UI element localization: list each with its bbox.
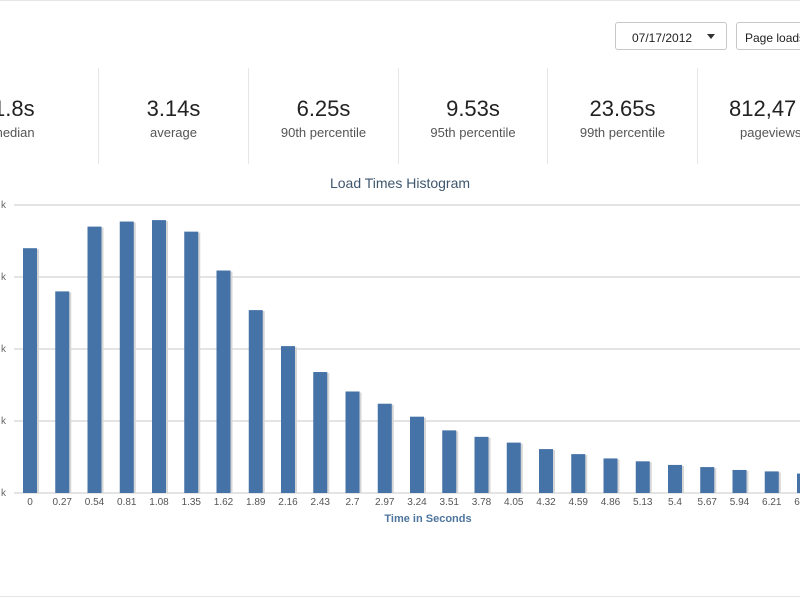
bar-4.59[interactable] — [571, 454, 586, 493]
x-axis-title: Time in Seconds — [384, 513, 471, 525]
bars — [23, 220, 800, 493]
stat-90th-percentile: 6.25s 90th percentile — [249, 68, 399, 164]
bar-1.35[interactable] — [184, 231, 199, 493]
x-tick-label: 3.78 — [472, 497, 492, 508]
stat-value: 1.8s — [0, 96, 35, 121]
bottom-divider — [0, 596, 800, 597]
bar-6.21[interactable] — [764, 471, 779, 493]
x-tick-label: 1.62 — [214, 497, 234, 508]
chevron-down-icon — [707, 34, 715, 39]
x-tick-label: 2.97 — [375, 497, 395, 508]
bar-0.81[interactable] — [119, 221, 134, 493]
stat-label: 99th percentile — [579, 125, 666, 140]
x-tick-label: 2.16 — [278, 497, 298, 508]
bar-5.13[interactable] — [635, 461, 650, 493]
bar-5.4[interactable] — [668, 464, 682, 493]
y-tick-label: k — [1, 416, 7, 427]
bar-4.05[interactable] — [506, 442, 521, 493]
date-select[interactable]: 07/17/2012 — [615, 22, 727, 50]
bar-3.51[interactable] — [442, 430, 457, 493]
bar-0.27[interactable] — [55, 291, 70, 493]
date-select-value: 07/17/2012 — [632, 31, 693, 45]
x-tick-label: 5.13 — [633, 497, 653, 508]
metric-select[interactable]: Page loads — [736, 22, 800, 50]
bar-0.54[interactable] — [87, 226, 102, 493]
stat-average: 3.14s average — [99, 68, 249, 164]
x-tick-label: 6.48 — [794, 497, 800, 508]
x-tick-label: 0.81 — [117, 497, 137, 508]
stat-label: 95th percentile — [430, 125, 516, 140]
stat-value: 6.25s — [296, 96, 351, 121]
bar-2.7[interactable] — [345, 391, 360, 493]
bar-3.78[interactable] — [474, 436, 489, 493]
stat-pageviews: 812,47 pageviews — [698, 68, 800, 164]
bar-0[interactable] — [23, 248, 37, 493]
x-tick-label: 5.94 — [730, 497, 750, 508]
x-tick-label: 3.51 — [440, 497, 460, 508]
x-tick-label: 5.4 — [668, 497, 682, 508]
bar-2.43[interactable] — [313, 372, 328, 493]
stat-95th-percentile: 9.53s 95th percentile — [399, 68, 548, 164]
x-tick-label: 2.43 — [311, 497, 331, 508]
x-tick-label: 0.27 — [53, 497, 73, 508]
x-tick-label: 0.54 — [85, 497, 105, 508]
stat-label: pageviews — [740, 125, 800, 140]
top-divider — [0, 0, 800, 1]
bar-3.24[interactable] — [410, 416, 424, 493]
stat-value: 3.14s — [146, 96, 201, 121]
bar-1.08[interactable] — [152, 220, 166, 493]
y-axis-ticks: k k k k k — [1, 200, 7, 499]
y-tick-label: k — [1, 272, 7, 283]
x-axis-ticks: 0 0.27 0.54 0.81 1.08 1.35 1.62 1.89 2.16 2.43 2.7… — [27, 497, 800, 508]
x-tick-label: 1.08 — [149, 497, 169, 508]
y-tick-label: k — [1, 200, 7, 211]
stat-median: 1.8s median — [0, 68, 99, 164]
x-tick-label: 2.7 — [346, 497, 360, 508]
bar-4.32[interactable] — [539, 449, 553, 493]
x-tick-label: 4.86 — [601, 497, 621, 508]
x-tick-label: 4.32 — [536, 497, 556, 508]
x-tick-label: 3.24 — [407, 497, 427, 508]
x-tick-label: 4.05 — [504, 497, 524, 508]
stat-value: 9.53s — [446, 96, 500, 121]
x-tick-label: 1.35 — [182, 497, 202, 508]
bar-4.86[interactable] — [603, 458, 618, 493]
histogram-chart: Load Times Histogram k k k k k 0 0.27 0.54 0.81… — [1, 175, 800, 525]
bar-1.89[interactable] — [248, 310, 263, 493]
stat-value: 23.65s — [589, 96, 656, 121]
bar-2.16[interactable] — [281, 346, 295, 493]
y-tick-label: k — [1, 488, 7, 499]
summary-stats: 1.8s median 3.14s average 6.25s 90th per… — [0, 68, 800, 164]
bar-1.62[interactable] — [216, 270, 231, 493]
stat-99th-percentile: 23.65s 99th percentile — [548, 68, 698, 164]
bar-5.67[interactable] — [700, 467, 715, 493]
x-tick-label: 1.89 — [246, 497, 266, 508]
metric-select-value: Page loads — [745, 31, 800, 45]
x-tick-label: 5.67 — [698, 497, 718, 508]
stat-label: 90th percentile — [280, 125, 367, 140]
y-tick-label: k — [1, 344, 7, 355]
bar-2.97[interactable] — [377, 403, 392, 493]
x-tick-label: 4.59 — [569, 497, 589, 508]
stat-label: median — [0, 125, 35, 140]
chart-title: Load Times Histogram — [330, 175, 470, 191]
bar-6.48[interactable] — [797, 473, 800, 493]
x-tick-label: 6.21 — [762, 497, 782, 508]
stat-value: 812,47 — [729, 96, 797, 121]
stat-label: average — [150, 125, 197, 140]
bar-5.94[interactable] — [732, 469, 747, 493]
x-tick-label: 0 — [27, 497, 33, 508]
